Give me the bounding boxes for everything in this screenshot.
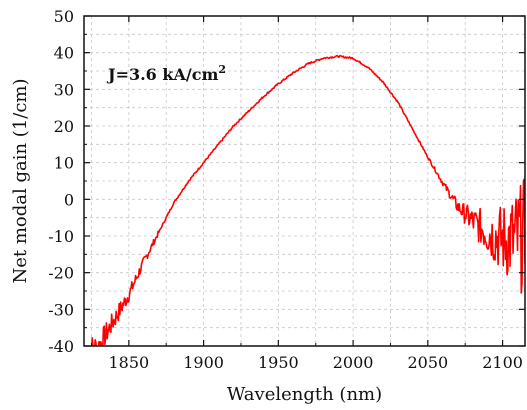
y-tick-label: -40 <box>48 337 74 356</box>
current-density-annotation: J=3.6 kA/cm2 <box>106 63 226 84</box>
x-tick-labels: 1850 1900 1950 2000 2050 2100 <box>108 353 522 372</box>
annotation-superscript: 2 <box>218 63 226 76</box>
series-layer <box>87 56 525 361</box>
x-axis-title: Wavelength (nm) <box>227 384 382 405</box>
gain-series-line <box>87 56 525 361</box>
x-tick-label: 1900 <box>183 353 224 372</box>
y-axis-title: Net modal gain (1/cm) <box>10 78 31 283</box>
y-tick-label: 30 <box>54 80 74 99</box>
y-tick-label: -20 <box>48 264 74 283</box>
x-tick-label: 2100 <box>482 353 523 372</box>
x-tick-label: 2050 <box>407 353 448 372</box>
x-tick-label: 1950 <box>258 353 299 372</box>
annotation-text: J=3.6 kA/cm <box>106 65 218 84</box>
y-tick-label: 50 <box>54 7 74 26</box>
y-tick-label: 10 <box>54 154 74 173</box>
y-tick-label: 0 <box>64 190 74 209</box>
y-tick-label: -10 <box>48 227 74 246</box>
y-tick-label: 40 <box>54 44 74 63</box>
x-tick-label: 2000 <box>333 353 374 372</box>
y-tick-label: 20 <box>54 117 74 136</box>
y-tick-label: -30 <box>48 300 74 319</box>
y-tick-labels: -40 -30 -20 -10 0 10 20 30 40 50 <box>48 7 74 356</box>
x-tick-label: 1850 <box>108 353 149 372</box>
